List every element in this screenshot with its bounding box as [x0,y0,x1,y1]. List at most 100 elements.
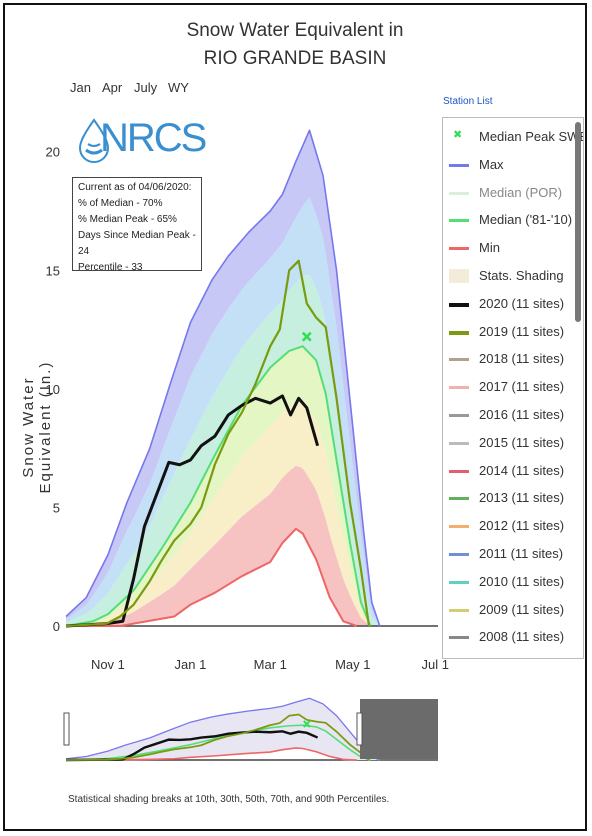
legend-label: 2019 (11 sites) [479,323,565,339]
legend-swatch [449,469,469,473]
legend-label: 2014 (11 sites) [479,462,565,478]
legend-label: 2012 (11 sites) [479,518,565,534]
legend-swatch [449,302,469,307]
legend-item[interactable]: 2012 (11 sites) [443,515,579,539]
legend-label: 2016 (11 sites) [479,407,565,422]
legend-swatch [449,553,469,556]
y-tick-label: 10 [46,382,60,397]
chart-title-line1: Snow Water Equivalent in [186,20,404,41]
percentile-band-0 [66,465,380,626]
legend-label: 2020 (11 sites) [479,295,565,311]
status-info-box: Current as of 04/06/2020: % of Median - … [72,177,202,273]
legend-item[interactable]: 2010 (11 sites) [443,571,579,595]
y-tick-label: 20 [46,145,60,160]
legend-swatch [449,414,469,417]
legend-swatch [449,191,469,195]
legend-swatch [449,269,469,283]
y-tick-label: 0 [53,619,60,634]
x-tick-label: Nov 1 [91,657,125,672]
overview-median-peak-marker [303,720,311,728]
legend-item[interactable]: ✖ Median Peak SWE [443,126,583,150]
range-button-july[interactable]: July [134,80,158,95]
legend-label: 2010 (11 sites) [479,573,565,589]
nrcs-logo-text: NRCS [100,116,207,160]
legend-scrollbar[interactable] [575,122,581,322]
range-button-jan[interactable]: Jan [70,80,91,95]
info-pct-median: % of Median - 70% [78,198,163,209]
legend-item[interactable]: 2014 (11 sites) [443,460,579,484]
navigator-left-handle[interactable] [63,712,70,746]
plot-area: 0 5 10 15 20 Nov 1 Jan 1 Mar 1 May 1 Jul 1 [46,129,449,672]
info-days-since-peak: Days Since Median Peak - 24 [78,230,196,257]
series-line-median-81-10- [65,345,372,627]
overview-line-2019-11-sites- [65,713,370,761]
water-drop-icon [78,118,110,163]
legend-item[interactable]: 2016 (11 sites) [443,404,579,428]
legend-swatch [449,386,469,390]
legend-item[interactable]: Stats. Shading [443,265,579,289]
legend: ✖ Median Peak SWE Max Median (POR) Median ('… [442,117,584,659]
legend-item[interactable]: 2020 (11 sites) [443,293,579,317]
overview-line-2020-11-sites- [65,730,319,762]
legend-item[interactable]: 2018 (11 sites) [443,348,579,372]
percentile-band-4 [66,197,380,626]
legend-label: 2015 (11 sites) [479,434,565,450]
legend-item[interactable]: Min [443,237,579,261]
station-list-link[interactable]: Station List [443,96,493,107]
legend-item[interactable]: 2015 (11 sites) [443,432,579,456]
range-button-wy[interactable]: WY [168,80,189,95]
x-tick-label: Jul 1 [422,657,449,672]
legend-item[interactable]: Max [443,154,579,178]
series-line-2020-11-sites- [65,394,320,628]
info-pct-median-peak: % Median Peak - 65% [78,214,177,225]
overview-line-max [65,697,381,761]
y-tick-label: 5 [53,500,60,515]
legend-swatch [449,330,469,335]
chart-title-line2: RIO GRANDE BASIN [203,48,387,69]
legend-item[interactable]: 2013 (11 sites) [443,487,579,511]
navigator-outside-range [360,699,438,759]
legend-label: Median Peak SWE [479,129,584,144]
percentile-band-1 [66,402,380,626]
legend-swatch [449,247,469,251]
legend-swatch [449,608,469,612]
legend-item[interactable]: Median ('81-'10) [443,209,579,233]
x-tick-label: Mar 1 [254,657,287,672]
overview-navigator [63,697,438,762]
info-date: Current as of 04/06/2020: [78,182,192,193]
legend-swatch: ✖ [453,129,463,141]
legend-label: Median (POR) [479,184,563,200]
info-percentile: Percentile - 33 [78,262,143,273]
legend-item[interactable]: 2017 (11 sites) [443,376,579,400]
legend-item[interactable]: 2008 (11 sites) [443,626,579,650]
legend-label: Min [479,240,500,256]
navigator-right-handle[interactable] [356,712,363,746]
percentile-band-3 [66,275,380,626]
legend-label: 2013 (11 sites) [479,490,565,506]
legend-swatch [449,580,469,584]
overview-line-min [66,747,357,761]
y-tick-label: 15 [46,263,60,278]
legend-swatch [449,358,469,362]
y-axis-label: Snow Water Equivalent (In.) [20,360,54,494]
legend-swatch [449,441,469,445]
legend-swatch [449,497,469,501]
legend-label: 2009 (11 sites) [479,601,565,617]
legend-label: 2017 (11 sites) [479,379,565,395]
x-tick-label: Jan 1 [175,657,207,672]
series-line-2019-11-sites- [65,259,371,628]
legend-label: Stats. Shading [479,268,564,283]
range-button-apr[interactable]: Apr [102,80,123,95]
legend-item[interactable]: 2019 (11 sites) [443,321,579,345]
median-peak-marker [301,331,312,342]
footnote: Statistical shading breaks at 10th, 30th… [68,794,390,805]
legend-item[interactable]: 2009 (11 sites) [443,599,579,623]
legend-item[interactable]: Median (POR) [443,182,579,206]
legend-swatch [449,525,469,529]
overview-shading [66,698,379,760]
legend-swatch [449,636,469,640]
series-line-min [66,527,358,627]
legend-item[interactable]: 2011 (11 sites) [443,543,579,567]
legend-label: Median ('81-'10) [479,212,573,228]
